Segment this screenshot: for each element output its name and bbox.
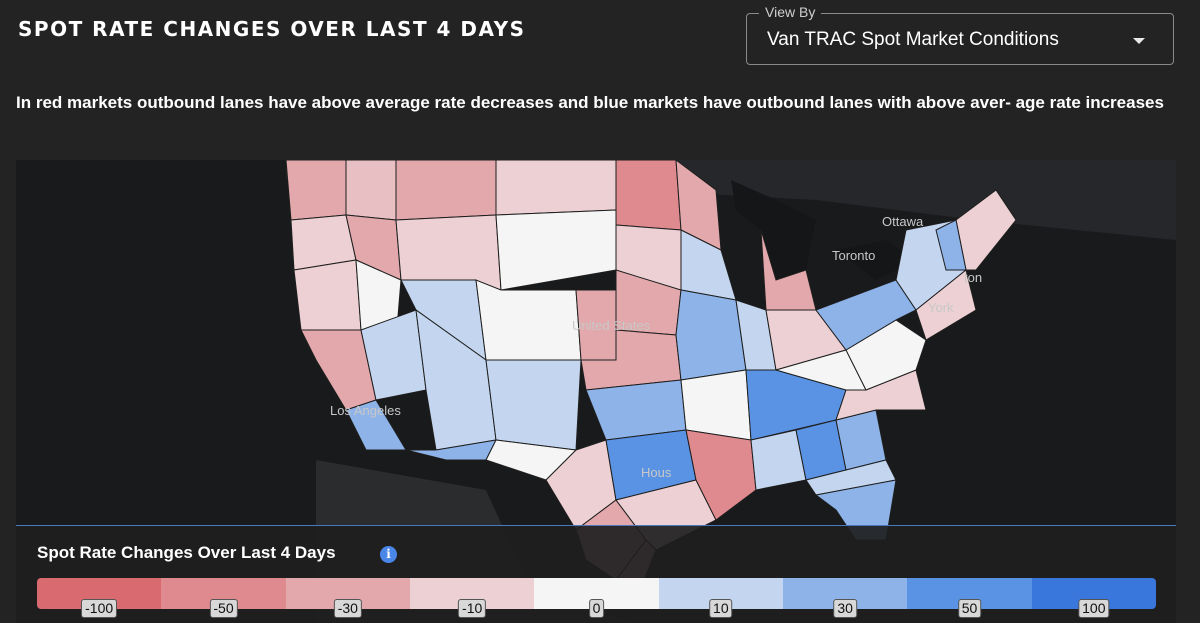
market-oklahoma [585, 379, 687, 441]
market-seattle [285, 160, 347, 221]
market-pennsylvania [815, 279, 917, 351]
market-montana [395, 160, 497, 221]
market-spokane [345, 160, 397, 221]
city-label-new-york: York [928, 300, 954, 315]
city-label-toronto: Toronto [832, 248, 876, 263]
city-label-houston: Hous [641, 465, 672, 480]
market-south-dakota [495, 209, 617, 291]
map-legend: Spot Rate Changes Over Last 4 Days i -10… [16, 525, 1176, 623]
info-icon[interactable]: i [380, 546, 397, 563]
legend-stop-label: -100 [81, 599, 118, 618]
chevron-down-icon[interactable] [1133, 38, 1145, 44]
city-label-ottawa: Ottawa [882, 214, 924, 229]
city-label-boston: ton [964, 270, 983, 285]
legend-stop-label: 10 [709, 599, 733, 618]
market-colorado [475, 279, 582, 361]
legend-stop-label: -50 [209, 599, 238, 618]
map-description: In red markets outbound lanes have above… [16, 93, 1164, 112]
market-north-dakota [495, 160, 617, 216]
page-title: SPOT RATE CHANGES OVER LAST 4 DAYS [18, 17, 526, 41]
market-florida-north [805, 459, 897, 496]
market-arkansas [680, 369, 752, 441]
legend-stop-label: 100 [1078, 599, 1110, 618]
view-by-select[interactable]: View By Van TRAC Spot Market Conditions [746, 4, 1174, 65]
legend-stop-label: 50 [957, 599, 982, 618]
market-louisiana [685, 429, 757, 521]
map-canvas [285, 160, 1176, 622]
market-wyoming [395, 214, 502, 291]
legend-stop-label: -10 [458, 599, 487, 618]
city-label-los-angeles: Los Angeles [330, 403, 401, 418]
us-market-map[interactable]: Ottawa Toronto ton York United States Lo… [16, 160, 1176, 622]
legend-stop-label: 0 [588, 599, 605, 618]
market-new-mexico [485, 359, 582, 451]
market-new-jersey [915, 269, 977, 341]
market-vermont [935, 219, 967, 271]
water-great-lakes [731, 180, 916, 280]
market-missouri [675, 289, 747, 381]
view-by-value: Van TRAC Spot Market Conditions [767, 29, 1059, 50]
country-label-united-states: United States [572, 318, 651, 333]
market-michigan [760, 229, 817, 311]
view-by-label: View By [759, 4, 822, 20]
market-minnesota [615, 160, 682, 231]
legend-title: Spot Rate Changes Over Last 4 Days [37, 543, 336, 562]
legend-stop-label: -30 [333, 599, 362, 618]
legend-stop-label: 30 [833, 599, 857, 618]
